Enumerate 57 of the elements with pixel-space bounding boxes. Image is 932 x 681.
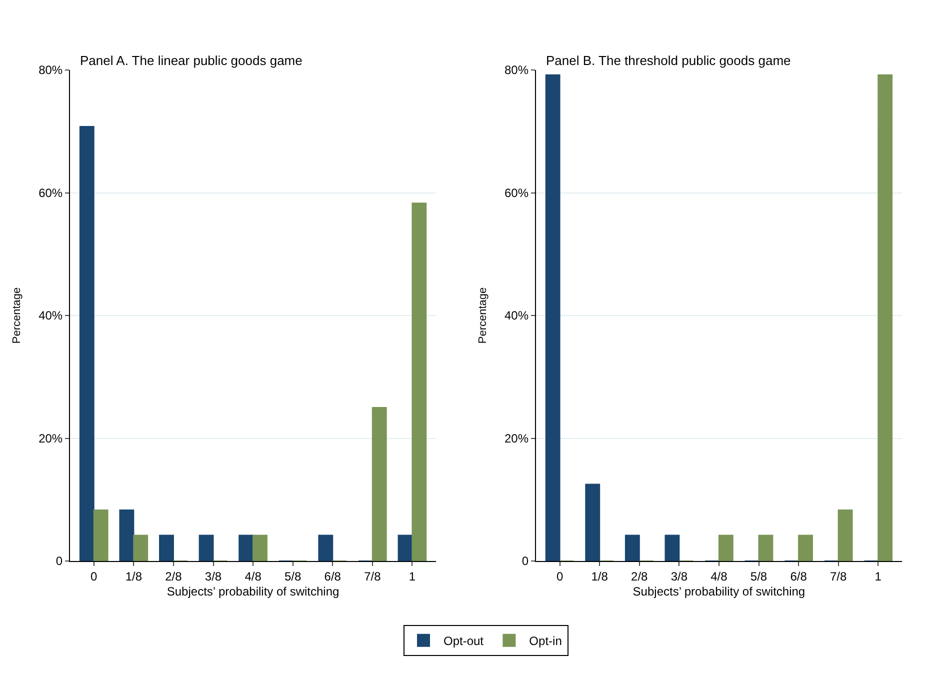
y-tick-label: 40% [38, 308, 63, 323]
y-tick-label: 60% [38, 186, 63, 200]
bar [398, 534, 413, 561]
y-tick-label: 0 [56, 554, 63, 568]
bar [93, 510, 108, 561]
y-tick-label: 80% [38, 63, 63, 78]
bar [119, 510, 134, 561]
bar [198, 534, 214, 561]
x-tick-label: 5/8 [284, 569, 302, 584]
x-tick-label: 5/8 [750, 569, 768, 584]
x-tick-label: 1/8 [125, 569, 142, 584]
x-tick-label: 1 [874, 569, 882, 584]
bar [838, 510, 853, 561]
chart-title: Panel B. The threshold public goods game [546, 53, 791, 68]
chart-title: Panel A. The linear public goods game [80, 53, 302, 68]
bar [133, 534, 148, 561]
bar [878, 74, 893, 561]
bar [718, 534, 734, 561]
y-tick-label: 0 [522, 554, 529, 568]
x-tick-label: 7/8 [364, 569, 382, 584]
y-tick-label: 60% [504, 186, 529, 200]
bar [798, 534, 813, 561]
x-tick-label: 1/8 [591, 569, 608, 584]
x-tick-label: 3/8 [204, 569, 222, 584]
bar [624, 534, 640, 561]
y-tick-label: 20% [38, 431, 63, 446]
bar [585, 484, 600, 561]
x-tick-label: 0 [90, 569, 98, 584]
x-tick-label: 3/8 [670, 569, 688, 584]
y-axis-title: Percentage [11, 287, 24, 344]
bar [372, 407, 387, 561]
x-tick-label: 6/8 [324, 569, 342, 584]
bar [664, 534, 680, 561]
x-axis-title: Subjects’ probability of switching [632, 584, 806, 598]
x-tick-label: 4/8 [244, 569, 262, 584]
y-axis-title: Percentage [477, 287, 490, 344]
x-tick-label: 2/8 [165, 569, 182, 584]
y-tick-label: 40% [504, 308, 529, 323]
legend-label: Opt-in [529, 634, 562, 648]
y-tick-label: 80% [504, 63, 529, 78]
y-tick-label: 20% [504, 431, 529, 446]
bar [758, 534, 774, 561]
bar [159, 534, 174, 561]
bar [318, 534, 334, 561]
legend-label: Opt-out [444, 634, 484, 648]
bar [238, 534, 254, 561]
x-tick-label: 6/8 [790, 569, 808, 584]
bar [252, 534, 268, 561]
bar [79, 126, 94, 561]
x-tick-label: 1 [408, 569, 416, 584]
bar [412, 202, 427, 561]
x-tick-label: 0 [556, 569, 564, 584]
x-axis-title: Subjects’ probability of switching [166, 584, 340, 598]
x-tick-label: 2/8 [631, 569, 648, 584]
bar [545, 74, 560, 561]
x-tick-label: 7/8 [830, 569, 847, 584]
x-tick-label: 4/8 [710, 569, 728, 584]
